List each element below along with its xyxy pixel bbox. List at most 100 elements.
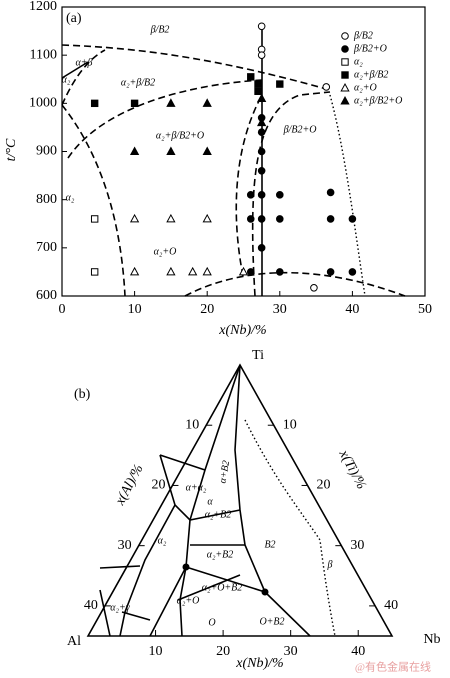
- marker: [247, 73, 255, 81]
- tick-label: 20: [216, 644, 230, 659]
- marker: [322, 83, 331, 91]
- vertex-label: Ti: [252, 348, 264, 363]
- y-tick-label: 700: [36, 240, 57, 255]
- marker: [257, 147, 266, 156]
- bottom-axis-label: x(Nb)/%: [235, 656, 283, 671]
- marker: [188, 266, 198, 276]
- legend-label: α₂: [354, 56, 363, 67]
- phase-boundaries-b: [86, 363, 394, 637]
- region-label: α: [207, 496, 213, 507]
- region-label: α₂+β/B2+O: [156, 130, 204, 141]
- tick-label: 20: [151, 478, 165, 493]
- x-tick-label: 20: [200, 302, 214, 317]
- region-label: O: [208, 617, 215, 628]
- marker: [310, 284, 318, 292]
- y-tick-label: 800: [36, 192, 57, 207]
- marker: [326, 188, 335, 197]
- marker: [348, 215, 357, 223]
- marker: [257, 117, 267, 127]
- x-tick-label: 40: [345, 302, 359, 317]
- marker: [246, 268, 255, 276]
- legend-marker: [341, 71, 349, 79]
- region-label: β/B2: [150, 24, 170, 35]
- region-label: α₂: [66, 192, 75, 203]
- region-label: α+B2: [217, 460, 232, 485]
- legend-marker: [341, 45, 349, 53]
- region-label: β: [327, 559, 333, 570]
- y-tick-label: 1200: [29, 0, 57, 14]
- marker: [257, 244, 266, 252]
- right-axis-label: x(Ti)/%: [335, 447, 368, 492]
- region-label: α₂+B2: [205, 509, 232, 520]
- y-tick-label: 900: [36, 144, 57, 159]
- region-label: α+α₂: [186, 482, 207, 493]
- marker: [238, 266, 249, 276]
- region-label: α+β: [76, 57, 93, 68]
- tick-label: 30: [350, 538, 364, 553]
- marker: [276, 191, 284, 199]
- marker: [130, 99, 139, 108]
- marker: [90, 99, 99, 108]
- legend-label: α₂+β/B2+O: [354, 95, 402, 106]
- y-tick-label: 1100: [30, 47, 57, 62]
- marker: [257, 215, 266, 223]
- x-tick-label: 0: [59, 302, 66, 317]
- tick-label: 40: [84, 598, 98, 613]
- marker: [202, 98, 212, 107]
- region-label: O+B2: [259, 616, 284, 627]
- region-label: α₂+O+B2: [202, 582, 243, 593]
- marker: [129, 146, 140, 155]
- marker: [326, 215, 335, 223]
- legend-label: α₂+O: [354, 82, 377, 93]
- marker: [348, 268, 357, 276]
- left-axis-label: x(Al)/%: [112, 462, 146, 508]
- marker: [129, 213, 140, 223]
- vertex-label: Al: [67, 634, 81, 649]
- region-label: α₂+γ: [110, 602, 130, 613]
- legend-marker: [341, 58, 349, 66]
- legend-marker: [341, 32, 349, 40]
- region-label: α₂+O: [154, 246, 177, 257]
- tick-label: 30: [118, 538, 132, 553]
- tick-label: 40: [351, 644, 365, 659]
- marker: [257, 166, 266, 175]
- marker: [257, 128, 266, 137]
- panel-label: (b): [74, 387, 91, 402]
- watermark: @有色金属在线: [355, 660, 431, 674]
- legend-label: α₂+β/B2: [354, 69, 388, 80]
- legend-label: β/B2: [353, 30, 373, 41]
- region-label: α₂+B2: [207, 549, 234, 560]
- marker: [257, 51, 266, 59]
- region-label: α₂: [158, 535, 167, 546]
- marker: [90, 215, 99, 223]
- marker: [166, 98, 176, 107]
- legend-label: β/B2+O: [353, 43, 387, 54]
- marker: [257, 93, 267, 103]
- marker: [166, 146, 176, 155]
- marker: [202, 266, 212, 276]
- marker: [276, 215, 284, 223]
- x-tick-label: 10: [128, 302, 142, 317]
- region-label: α₂+O: [177, 595, 200, 606]
- tick-label: 30: [284, 644, 298, 659]
- marker: [257, 22, 266, 31]
- panel-label: (a): [66, 11, 82, 26]
- x-tick-label: 50: [418, 302, 432, 317]
- legend-marker: [340, 82, 350, 92]
- tick-label: 10: [149, 644, 163, 659]
- tick-label: 20: [317, 478, 331, 493]
- marker: [166, 213, 176, 223]
- region-label: α₂+β/B2: [121, 77, 155, 88]
- marker: [202, 146, 212, 155]
- marker: [254, 87, 262, 95]
- x-tick-label: 30: [273, 302, 287, 317]
- marker: [257, 191, 266, 199]
- marker: [90, 268, 99, 276]
- y-tick-label: 600: [36, 288, 57, 303]
- marker: [246, 215, 255, 223]
- y-axis-label: t/°C: [4, 138, 19, 161]
- tick-label: 40: [384, 598, 398, 613]
- x-axis-label: x(Nb)/%: [218, 323, 266, 338]
- tick-label: 10: [283, 417, 297, 432]
